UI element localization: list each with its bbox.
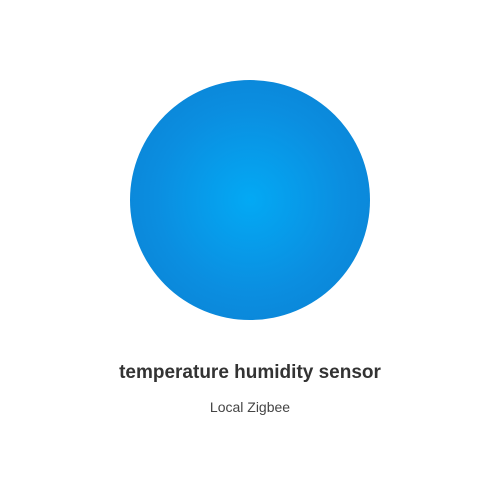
device-name: temperature humidity sensor xyxy=(119,362,381,383)
device-orb-icon[interactable] xyxy=(130,80,370,320)
device-integration-label: Local Zigbee xyxy=(209,399,291,415)
